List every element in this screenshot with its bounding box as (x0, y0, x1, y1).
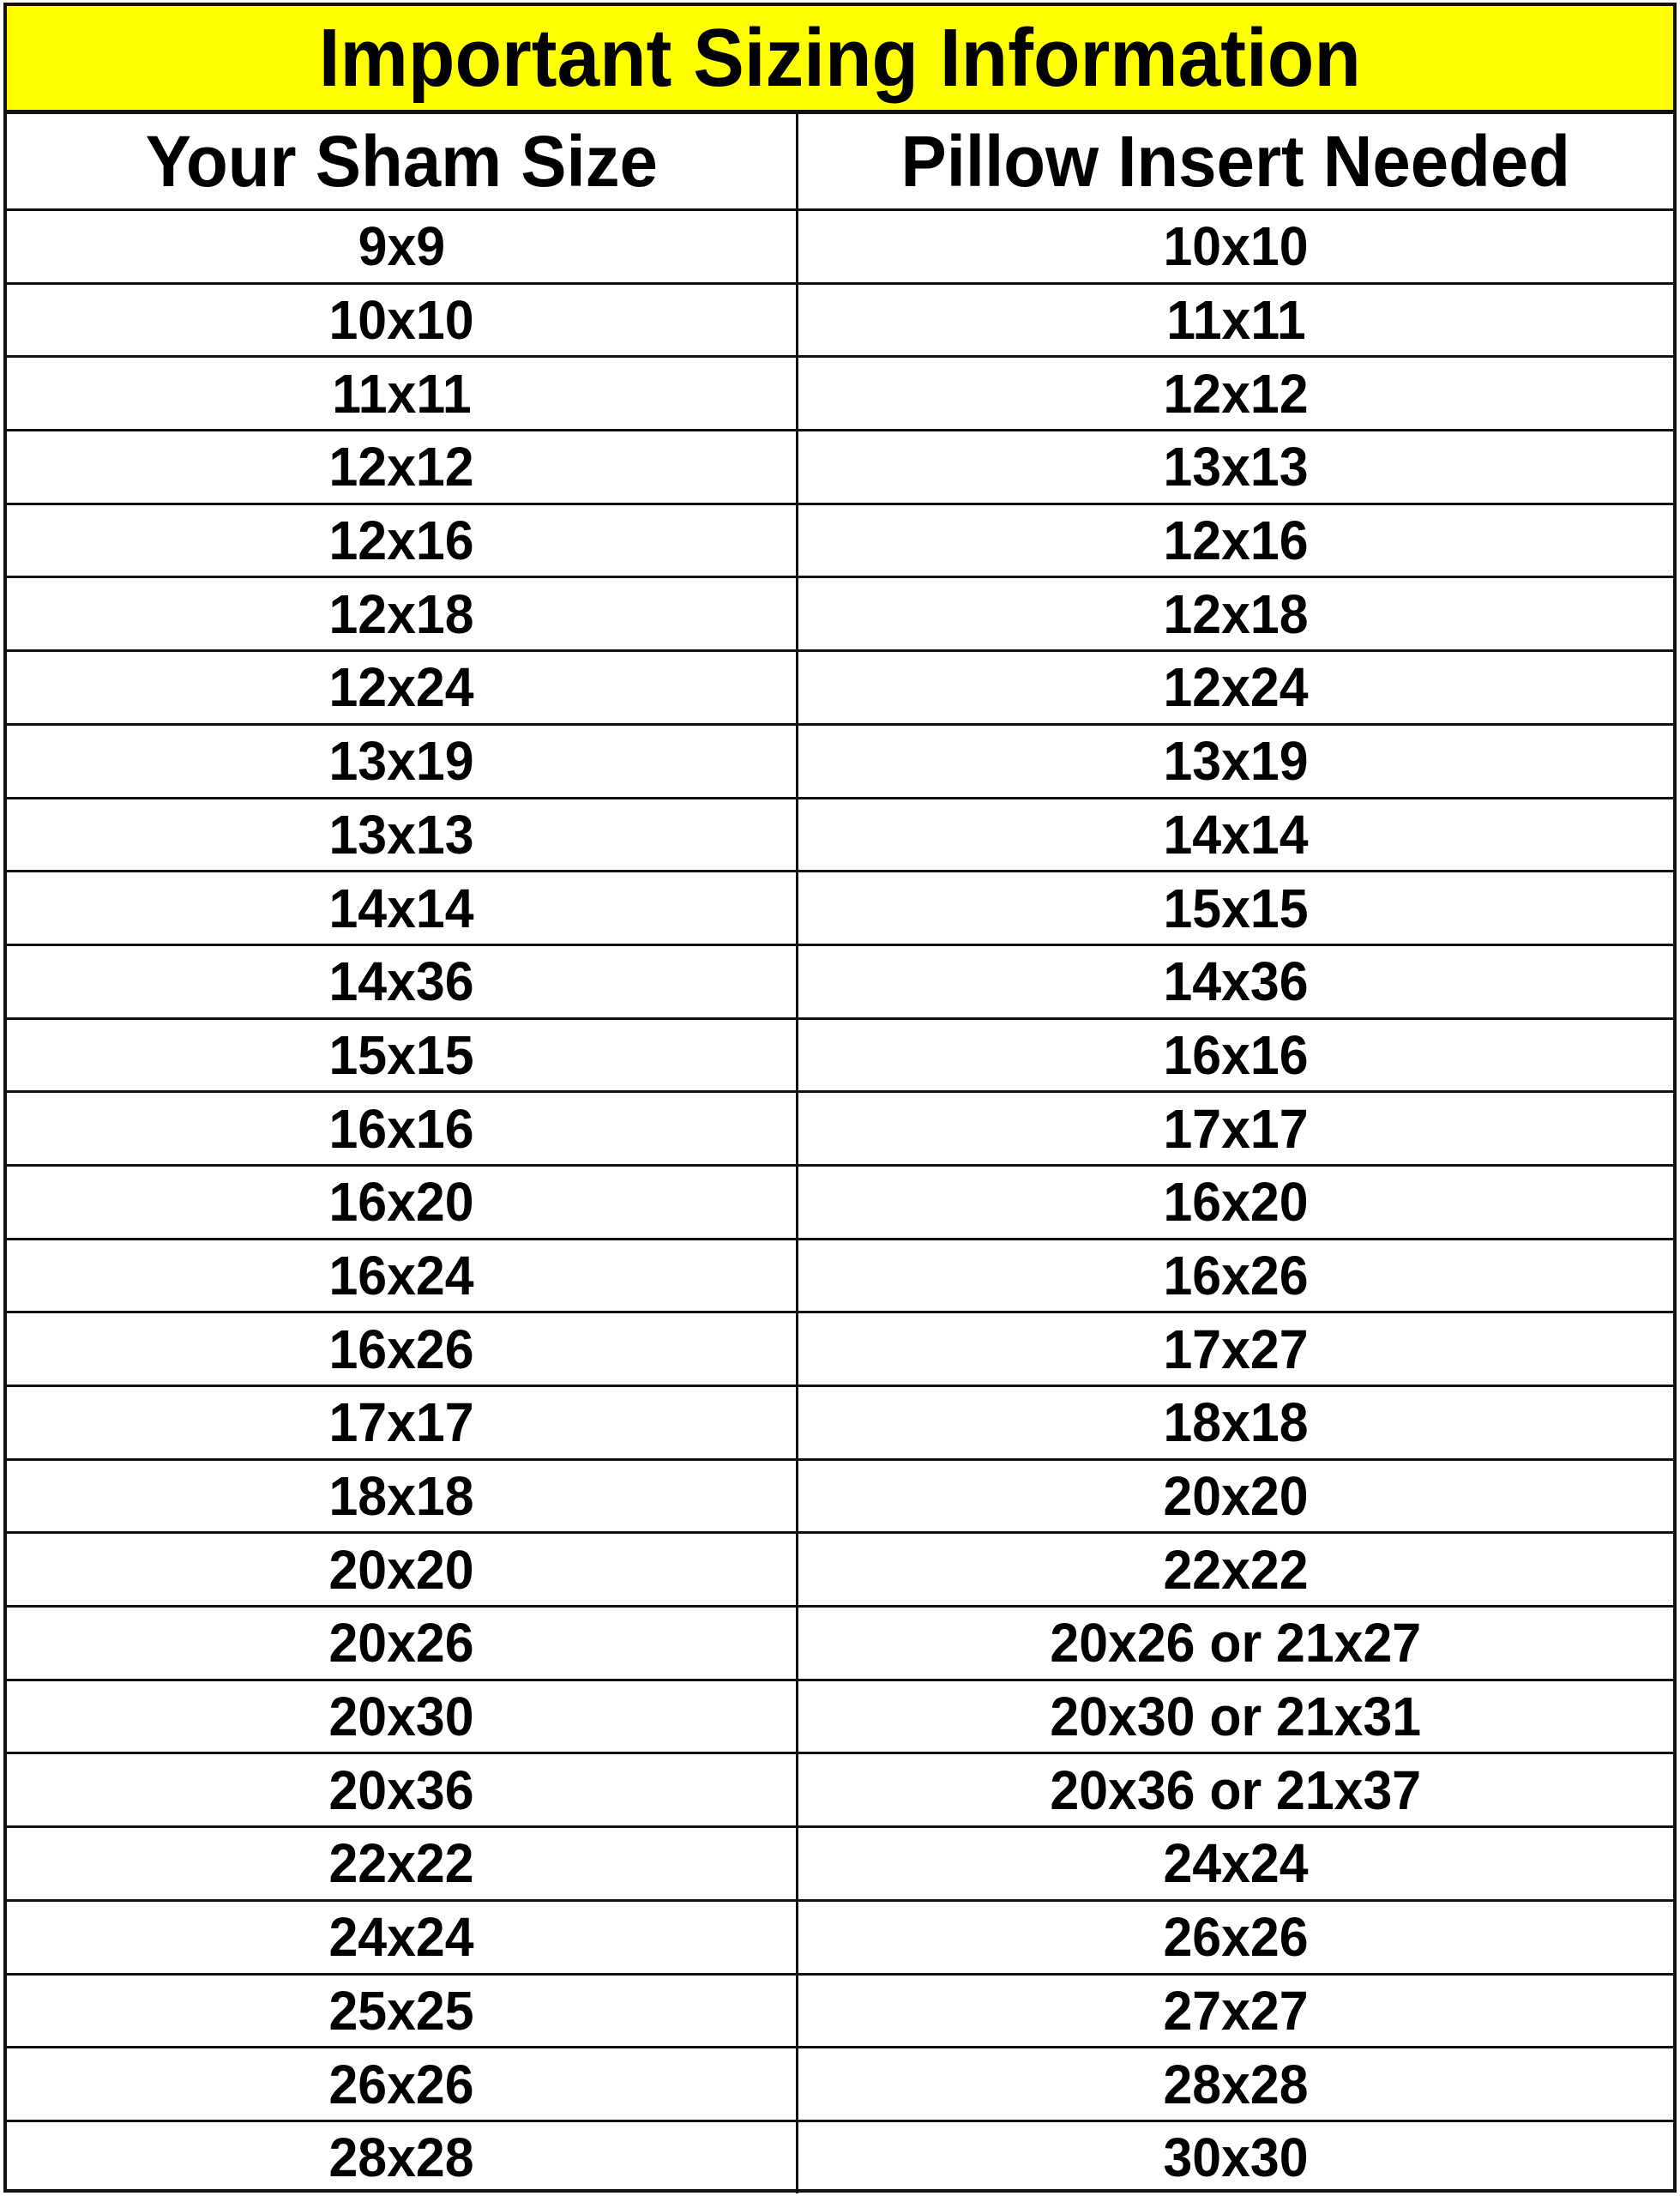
table-row: 14x14 15x15 (7, 870, 1673, 946)
table-row: 16x24 16x26 (7, 1237, 1673, 1314)
pillow-insert-cell: 12x24 (796, 649, 1673, 726)
pillow-insert-cell: 13x13 (796, 429, 1673, 505)
pillow-insert-cell: 14x14 (796, 796, 1673, 873)
sham-size-cell: 20x36 (7, 1752, 798, 1829)
table-row: 20x30 20x30 or 21x31 (7, 1678, 1673, 1755)
table-row: 13x19 13x19 (7, 722, 1673, 799)
pillow-insert-cell: 11x11 (796, 281, 1673, 359)
sham-size-cell: 16x24 (7, 1237, 798, 1314)
table-row: 12x18 12x18 (7, 576, 1673, 653)
header-row: Your Sham Size Pillow Insert Needed (7, 114, 1673, 211)
pillow-insert-cell: 15x15 (796, 870, 1673, 946)
sham-size-cell: 24x24 (7, 1898, 798, 1976)
sham-size-cell: 25x25 (7, 1972, 798, 2049)
sizing-table-sheet: Important Sizing Information Your Sham S… (3, 3, 1677, 2193)
pillow-insert-cell: 30x30 (796, 2119, 1673, 2193)
sham-size-cell: 26x26 (7, 2046, 798, 2122)
sham-size-cell: 9x9 (7, 208, 798, 285)
pillow-insert-cell: 22x22 (796, 1531, 1673, 1608)
pillow-insert-cell: 28x28 (796, 2046, 1673, 2122)
sham-size-cell: 13x13 (7, 796, 798, 873)
pillow-insert-cell: 16x16 (796, 1017, 1673, 1094)
table-row: 10x10 11x11 (7, 281, 1673, 359)
pillow-insert-cell: 12x16 (796, 502, 1673, 579)
table-row: 17x17 18x18 (7, 1385, 1673, 1461)
table-row: 14x36 14x36 (7, 943, 1673, 1020)
table-row: 28x28 30x30 (7, 2119, 1673, 2193)
table-row: 18x18 20x20 (7, 1457, 1673, 1535)
table-row: 15x15 16x16 (7, 1017, 1673, 1094)
table-row: 13x13 14x14 (7, 796, 1673, 873)
pillow-insert-cell: 13x19 (796, 722, 1673, 799)
table-row: 16x20 16x20 (7, 1163, 1673, 1240)
header-sham-size: Your Sham Size (7, 114, 798, 211)
sham-size-cell: 18x18 (7, 1457, 798, 1535)
pillow-insert-cell: 20x36 or 21x37 (796, 1752, 1673, 1829)
pillow-insert-cell: 10x10 (796, 208, 1673, 285)
sham-size-cell: 16x20 (7, 1163, 798, 1240)
table-row: 22x22 24x24 (7, 1825, 1673, 1902)
sham-size-cell: 11x11 (7, 355, 798, 432)
sham-size-cell: 20x26 (7, 1605, 798, 1681)
table-row: 16x26 17x27 (7, 1311, 1673, 1387)
table-row: 12x16 12x16 (7, 502, 1673, 579)
pillow-insert-cell: 17x17 (796, 1090, 1673, 1167)
pillow-insert-cell: 16x20 (796, 1163, 1673, 1240)
sham-size-cell: 15x15 (7, 1017, 798, 1094)
table-row: 24x24 26x26 (7, 1898, 1673, 1976)
sham-size-cell: 20x30 (7, 1678, 798, 1755)
pillow-insert-cell: 12x18 (796, 576, 1673, 653)
sham-size-cell: 16x26 (7, 1311, 798, 1387)
sizing-table: Your Sham Size Pillow Insert Needed 9x9 1… (7, 114, 1673, 2193)
pillow-insert-cell: 20x26 or 21x27 (796, 1605, 1673, 1681)
pillow-insert-cell: 18x18 (796, 1385, 1673, 1461)
sham-size-cell: 12x18 (7, 576, 798, 653)
pillow-insert-cell: 20x30 or 21x31 (796, 1678, 1673, 1755)
table-body: 9x9 10x10 10x10 11x11 11x11 12x12 12x12 13x13 12… (7, 208, 1673, 2193)
sham-size-cell: 22x22 (7, 1825, 798, 1902)
pillow-insert-cell: 27x27 (796, 1972, 1673, 2049)
header-pillow-insert: Pillow Insert Needed (796, 114, 1673, 211)
sham-size-cell: 10x10 (7, 281, 798, 359)
table-row: 9x9 10x10 (7, 208, 1673, 285)
table-row: 11x11 12x12 (7, 355, 1673, 432)
pillow-insert-cell: 14x36 (796, 943, 1673, 1020)
sham-size-cell: 12x24 (7, 649, 798, 726)
sham-size-cell: 14x14 (7, 870, 798, 946)
sham-size-cell: 17x17 (7, 1385, 798, 1461)
table-row: 25x25 27x27 (7, 1972, 1673, 2049)
pillow-insert-cell: 20x20 (796, 1457, 1673, 1535)
table-row: 16x16 17x17 (7, 1090, 1673, 1167)
pillow-insert-cell: 26x26 (796, 1898, 1673, 1976)
table-row: 20x36 20x36 or 21x37 (7, 1752, 1673, 1829)
title-banner: Important Sizing Information (7, 6, 1673, 114)
sham-size-cell: 14x36 (7, 943, 798, 1020)
sham-size-cell: 16x16 (7, 1090, 798, 1167)
sham-size-cell: 13x19 (7, 722, 798, 799)
table-row: 12x12 13x13 (7, 429, 1673, 505)
sham-size-cell: 12x16 (7, 502, 798, 579)
pillow-insert-cell: 12x12 (796, 355, 1673, 432)
table-row: 26x26 28x28 (7, 2046, 1673, 2122)
table-row: 20x20 22x22 (7, 1531, 1673, 1608)
pillow-insert-cell: 17x27 (796, 1311, 1673, 1387)
table-row: 20x26 20x26 or 21x27 (7, 1605, 1673, 1681)
sham-size-cell: 12x12 (7, 429, 798, 505)
title-text: Important Sizing Information (318, 11, 1362, 104)
sham-size-cell: 20x20 (7, 1531, 798, 1608)
table-row: 12x24 12x24 (7, 649, 1673, 726)
pillow-insert-cell: 16x26 (796, 1237, 1673, 1314)
pillow-insert-cell: 24x24 (796, 1825, 1673, 1902)
sham-size-cell: 28x28 (7, 2119, 798, 2193)
